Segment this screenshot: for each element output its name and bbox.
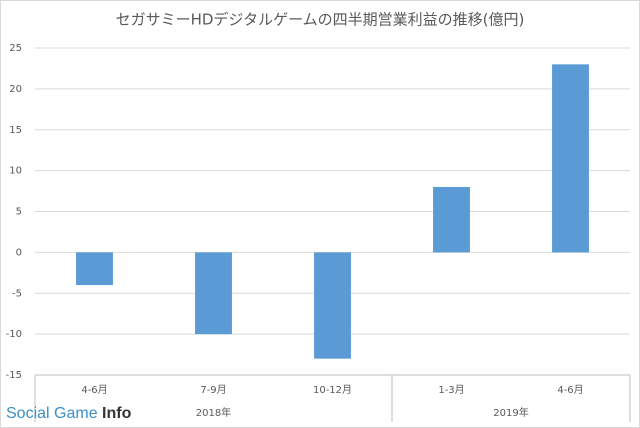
bar: [76, 252, 113, 286]
y-tick-label: -15: [6, 370, 22, 381]
watermark-emphasis: Info: [102, 405, 132, 422]
chart-title: セガサミーHDデジタルゲームの四半期営業利益の推移(億円): [116, 11, 525, 29]
y-tick-label: 15: [9, 125, 22, 136]
x-tick-label: 10-12月: [313, 384, 352, 396]
x-tick-label: 4-6月: [557, 384, 583, 396]
x-tick-label: 7-9月: [200, 384, 226, 396]
y-tick-label: 0: [16, 247, 22, 258]
x-tick-label: 4-6月: [81, 384, 107, 396]
bar: [314, 252, 351, 359]
y-tick-label: 10: [9, 166, 22, 177]
y-tick-label: 20: [9, 84, 22, 95]
group-label: 2018年: [196, 406, 231, 419]
watermark-text: Social Game: [6, 405, 98, 422]
watermark: Social Game Info: [6, 405, 132, 422]
x-tick-label: 1-3月: [438, 384, 464, 396]
bar: [195, 252, 232, 335]
bar: [433, 186, 470, 253]
y-tick-label: 25: [9, 43, 22, 54]
bar: [552, 64, 589, 253]
y-tick-label: -10: [6, 329, 22, 340]
group-label: 2019年: [493, 406, 528, 419]
y-tick-label: -5: [12, 288, 22, 299]
y-tick-label: 5: [16, 207, 22, 218]
